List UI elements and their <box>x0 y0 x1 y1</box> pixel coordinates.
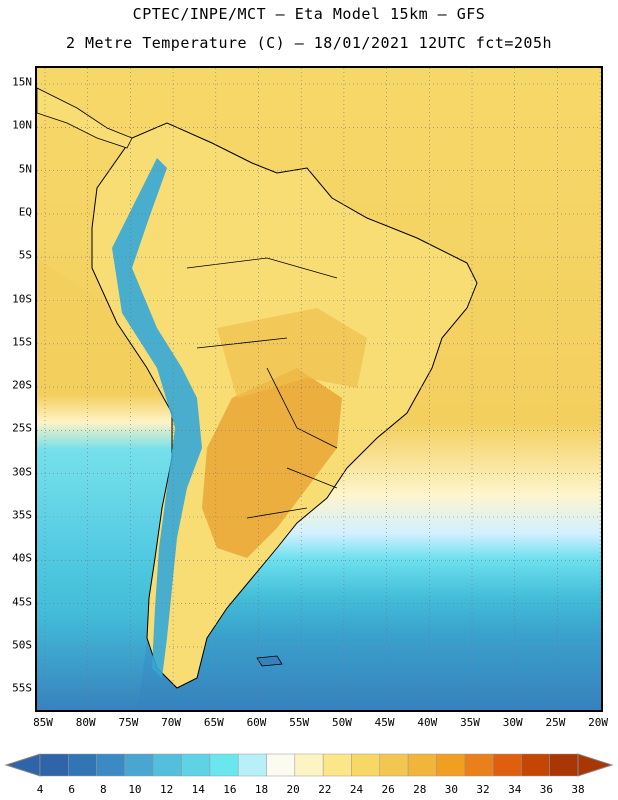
colorbar-swatch <box>39 753 69 777</box>
temperature-map <box>35 66 603 712</box>
colorbar-swatch <box>181 753 211 777</box>
lat-label: 15N <box>12 75 32 89</box>
colorbar-swatch <box>322 753 352 777</box>
lat-lon-grid <box>37 68 601 710</box>
map-canvas <box>37 68 601 710</box>
lon-label: 85W <box>33 716 53 729</box>
lat-label: 40S <box>12 551 32 565</box>
temperature-colorbar <box>4 753 614 777</box>
central-america-land <box>37 87 133 149</box>
colorbar-swatch <box>266 753 296 777</box>
lat-label: 35S <box>12 508 32 522</box>
colorbar-min-arrow <box>4 753 41 777</box>
colorbar-swatch <box>492 753 522 777</box>
falklands <box>256 655 283 667</box>
colorbar-swatch <box>351 753 381 777</box>
lon-label: 75W <box>118 716 139 729</box>
colorbar-label: 18 <box>254 783 269 796</box>
colorbar-label: 14 <box>191 783 205 796</box>
lat-label: 45S <box>12 595 32 609</box>
colorbar-swatch <box>464 753 494 777</box>
colorbar-label: 32 <box>476 783 490 796</box>
map-subtitle: 2 Metre Temperature (C) – 18/01/2021 12U… <box>65 34 553 52</box>
lon-label: 50W <box>331 716 352 729</box>
colorbar-swatch <box>549 753 579 777</box>
colorbar-swatch <box>436 753 465 777</box>
lon-label: 25W <box>545 716 566 729</box>
colorbar-swatch <box>379 753 409 777</box>
lon-label: 70W <box>161 716 182 729</box>
lon-label: 40W <box>417 716 438 729</box>
colorbar-label: 16 <box>223 783 237 796</box>
lat-label: EQ <box>18 205 32 219</box>
colorbar-label: 36 <box>539 783 553 796</box>
lon-label: 80W <box>75 716 96 729</box>
lat-label: 15S <box>12 335 32 349</box>
country-borders <box>186 257 338 519</box>
colorbar-label: 12 <box>159 783 174 796</box>
andes-cool-band <box>112 158 202 678</box>
lat-label: 10N <box>12 118 32 132</box>
hot-interior-zone <box>202 368 342 558</box>
lat-label: 20S <box>12 378 32 392</box>
lat-label: 10S <box>12 292 32 305</box>
warm-interior-zone <box>217 308 367 398</box>
colorbar-label: 24 <box>349 783 364 796</box>
colorbar-swatch <box>209 753 239 777</box>
lat-label: 5N <box>18 162 32 176</box>
colorbar-label: 6 <box>68 783 75 796</box>
colorbar-label: 22 <box>318 783 332 796</box>
lat-label: 5S <box>18 248 32 262</box>
colorbar-swatch <box>96 753 126 777</box>
lat-label: 25S <box>12 421 32 435</box>
lon-label: 30W <box>502 716 523 729</box>
colorbar-swatch <box>294 753 324 777</box>
lat-label: 30S <box>12 465 32 479</box>
lon-label: 35W <box>460 716 480 729</box>
lon-label: 20W <box>588 716 609 729</box>
colorbar-max-arrow <box>577 753 614 777</box>
lon-label: 45W <box>374 716 395 729</box>
colorbar-swatch <box>153 753 182 777</box>
colorbar-label: 38 <box>571 783 585 796</box>
colorbar-label: 8 <box>99 783 107 796</box>
pacific-cool-field <box>37 258 177 710</box>
colorbar-label: 4 <box>36 783 44 796</box>
lat-label: 50S <box>12 638 32 652</box>
lat-label: 55S <box>12 681 32 695</box>
colorbar-label: 20 <box>286 783 300 796</box>
colorbar-label: 30 <box>444 783 459 796</box>
colorbar-label: 34 <box>508 783 522 796</box>
colorbar-swatch <box>407 753 437 777</box>
map-title: CPTEC/INPE/MCT – Eta Model 15km – GFS <box>132 5 486 23</box>
colorbar-label: 26 <box>381 783 395 796</box>
lon-label: 65W <box>203 716 224 729</box>
lon-label: 60W <box>246 716 267 729</box>
colorbar-label: 10 <box>128 783 142 796</box>
colorbar-swatch <box>124 753 154 777</box>
colorbar-swatch <box>237 753 267 777</box>
colorbar-swatch <box>68 753 97 777</box>
colorbar-swatch <box>521 753 550 777</box>
lon-label: 55W <box>289 716 310 729</box>
colorbar-label: 28 <box>413 783 427 796</box>
